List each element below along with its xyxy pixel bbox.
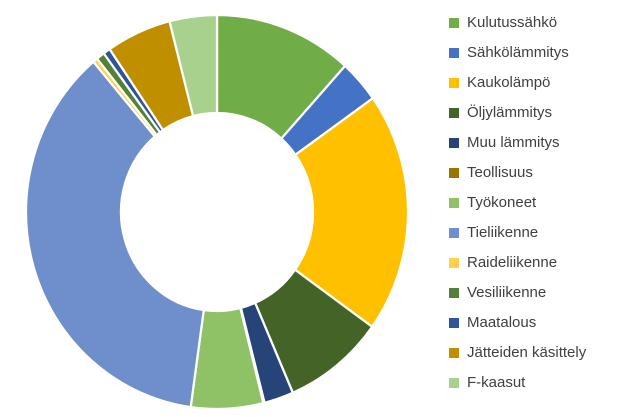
legend-label: Maatalous — [467, 314, 537, 331]
legend-swatch-icon — [449, 47, 459, 58]
legend-item-muu-l-mmitys[interactable]: Muu lämmitys — [449, 133, 586, 152]
legend-label: Öljylämmitys — [467, 104, 552, 121]
legend-swatch-icon — [449, 377, 459, 388]
legend-item-teollisuus[interactable]: Teollisuus — [449, 163, 586, 182]
legend-item-vesiliikenne[interactable]: Vesiliikenne — [449, 283, 586, 302]
donut-slice-f-kaasut[interactable] — [168, 13, 219, 118]
legend-swatch-icon — [449, 107, 459, 118]
legend-label: Muu lämmitys — [467, 134, 560, 151]
legend-label: Kulutussähkö — [467, 14, 558, 31]
legend-swatch-icon — [449, 167, 459, 178]
legend-item-tieliikenne[interactable]: Tieliikenne — [449, 223, 586, 242]
legend-item-s-hk-l-mmitys[interactable]: Sähkölämmitys — [449, 43, 586, 62]
legend-item-raideliikenne[interactable]: Raideliikenne — [449, 253, 586, 272]
legend-item-f-kaasut[interactable]: F-kaasut — [449, 373, 586, 392]
legend-label: Tieliikenne — [467, 224, 539, 241]
legend-label: F-kaasut — [467, 374, 526, 391]
legend-item-j-tteiden-k-sittely[interactable]: Jätteiden käsittely — [449, 343, 586, 362]
donut-slice-kaukol-mp[interactable] — [293, 96, 410, 329]
legend-swatch-icon — [449, 347, 459, 358]
legend-swatch-icon — [449, 227, 459, 238]
legend-item-ljyl-mmitys[interactable]: Öljylämmitys — [449, 103, 586, 122]
legend-swatch-icon — [449, 17, 459, 28]
legend-swatch-icon — [449, 197, 459, 208]
legend-label: Kaukolämpö — [467, 74, 551, 91]
legend-label: Teollisuus — [467, 164, 533, 181]
legend-swatch-icon — [449, 77, 459, 88]
chart-legend: Kulutussähkö Sähkölämmitys Kaukolämpö Öljyl… — [449, 13, 586, 392]
legend-item-kulutuss-hk[interactable]: Kulutussähkö — [449, 13, 586, 32]
legend-item-maatalous[interactable]: Maatalous — [449, 313, 586, 332]
legend-item-kaukol-mp[interactable]: Kaukolämpö — [449, 73, 586, 92]
legend-label: Sähkölämmitys — [467, 44, 569, 61]
legend-item-ty-koneet[interactable]: Työkoneet — [449, 193, 586, 212]
legend-label: Raideliikenne — [467, 254, 558, 271]
legend-label: Työkoneet — [467, 194, 537, 211]
legend-label: Vesiliikenne — [467, 284, 547, 301]
legend-swatch-icon — [449, 317, 459, 328]
legend-swatch-icon — [449, 257, 459, 268]
legend-swatch-icon — [449, 137, 459, 148]
legend-swatch-icon — [449, 287, 459, 298]
donut-slice-tieliikenne[interactable] — [24, 60, 206, 409]
legend-label: Jätteiden käsittely — [467, 344, 587, 361]
